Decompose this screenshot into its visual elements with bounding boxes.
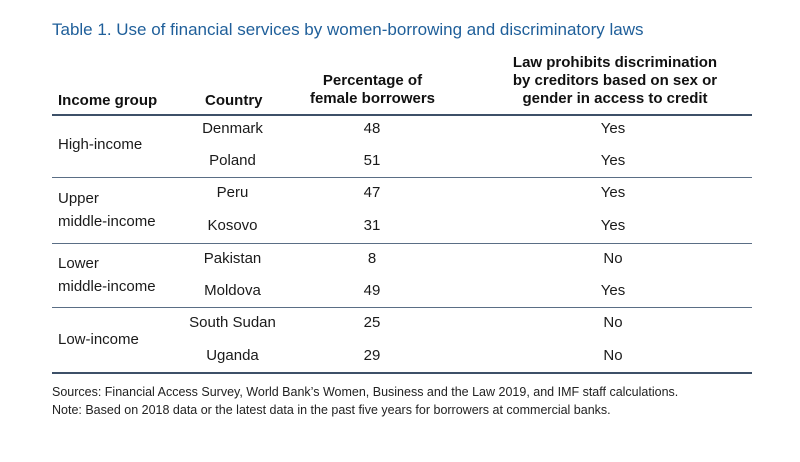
header-law-line3: gender in access to credit: [522, 90, 708, 107]
group-separator: [52, 307, 752, 308]
country-cell: Uganda: [206, 347, 259, 364]
country-cell: Moldova: [204, 282, 261, 299]
percentage-cell: 51: [363, 152, 381, 169]
group-separator: [52, 177, 752, 178]
header-law-line1: Law prohibits discrimination: [512, 54, 718, 71]
group-label: Upper middle-income: [58, 190, 156, 230]
country-cell: Poland: [209, 152, 256, 169]
country-cell: Pakistan: [203, 250, 262, 267]
percentage-cell: 29: [363, 347, 381, 364]
law-cell: No: [603, 314, 623, 331]
header-percentage-line2: female borrowers: [309, 90, 436, 107]
law-cell: No: [603, 250, 623, 267]
percentage-cell: 31: [363, 217, 381, 234]
law-cell: Yes: [600, 120, 626, 137]
percentage-cell: 48: [363, 120, 381, 137]
law-cell: Yes: [600, 217, 626, 234]
percentage-cell: 8: [367, 250, 377, 267]
table-title: Table 1. Use of financial services by wo…: [52, 20, 644, 39]
header-law: Law prohibits discrimination by creditor…: [485, 54, 745, 108]
header-percentage-line1: Percentage of: [322, 72, 423, 89]
percentage-cell: 25: [363, 314, 381, 331]
header-law-line2: by creditors based on sex or: [512, 72, 718, 89]
country-cell: Kosovo: [207, 217, 258, 234]
header-rule: [52, 114, 752, 116]
group-label: High-income: [58, 136, 143, 153]
country-cell: Peru: [216, 184, 249, 201]
law-cell: Yes: [600, 152, 626, 169]
group-label: Low-income: [58, 331, 139, 348]
law-cell: Yes: [600, 184, 626, 201]
law-cell: Yes: [600, 282, 626, 299]
group-label: Lower middle-income: [58, 255, 156, 295]
percentage-cell: 49: [363, 282, 381, 299]
header-income-group: Income group: [58, 92, 158, 109]
data-note: Note: Based on 2018 data or the latest d…: [52, 403, 611, 417]
header-percentage: Percentage of female borrowers: [300, 72, 445, 108]
percentage-cell: 47: [363, 184, 381, 201]
country-cell: Denmark: [202, 120, 263, 137]
country-cell: South Sudan: [189, 314, 276, 331]
header-country: Country: [205, 92, 263, 109]
group-separator: [52, 243, 752, 244]
sources-note: Sources: Financial Access Survey, World …: [52, 385, 679, 399]
table-bottom-rule: [52, 372, 752, 374]
law-cell: No: [603, 347, 623, 364]
